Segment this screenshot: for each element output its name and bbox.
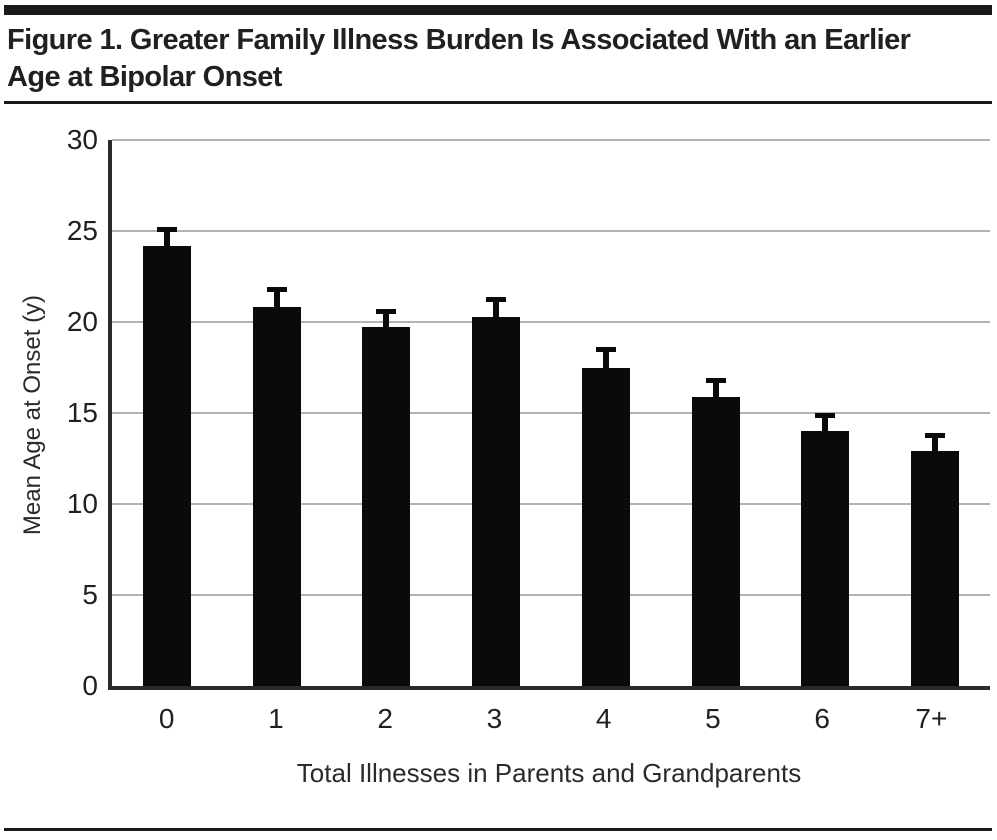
bar-7+ (911, 451, 960, 686)
bar-4 (581, 367, 630, 686)
error-bar-cap-4 (595, 347, 616, 353)
error-bar-cap-5 (705, 378, 726, 384)
error-bar-stem-0 (163, 227, 170, 248)
gridline-y-25 (112, 230, 990, 232)
bar-6 (801, 431, 850, 686)
bar-5 (691, 396, 740, 686)
bar-slot-3 (441, 140, 551, 686)
error-bar-cap-1 (266, 287, 287, 293)
x-tick-label-5: 5 (705, 703, 721, 734)
x-axis-tick-labels: 0 1 2 3 4 5 6 7+ (112, 703, 986, 735)
x-tick-label-4: 4 (595, 703, 612, 734)
bar-slot-7+ (880, 140, 990, 686)
figure-title: Figure 1. Greater Family Illness Burden … (7, 24, 911, 93)
top-rule (4, 5, 992, 15)
error-bar-cap-0 (156, 227, 177, 233)
gridline-y-10 (112, 503, 990, 505)
error-bar-cap-2 (376, 309, 397, 315)
x-tick-label-2: 2 (377, 703, 393, 734)
gridline-y-30 (112, 139, 990, 141)
bottom-rule (4, 828, 992, 831)
error-bar-stem-1 (273, 287, 280, 310)
bar-1 (252, 307, 301, 686)
error-bar-stem-5 (712, 378, 719, 399)
x-tick-label-1: 1 (268, 703, 284, 734)
gridline-y-15 (112, 412, 990, 414)
error-bar-cap-6 (815, 413, 836, 418)
error-bar-stem-2 (383, 309, 390, 330)
error-bar-stem-7+ (932, 433, 939, 454)
x-tick-label-7+: 7+ (915, 703, 948, 734)
bar-3 (472, 316, 521, 686)
bar-slot-0 (112, 140, 222, 686)
y-tick-label: 30 (66, 124, 98, 155)
x-axis-label: Total Illnesses in Parents and Grandpare… (296, 758, 802, 788)
title-divider-rule (4, 101, 992, 104)
bar-2 (362, 327, 411, 686)
bar-slot-1 (222, 140, 332, 686)
y-tick-label: 15 (66, 397, 98, 428)
bar-slot-6 (771, 140, 881, 686)
error-bar-cap-7+ (925, 433, 946, 439)
y-tick-label: 5 (82, 579, 98, 610)
bar-slot-4 (551, 140, 661, 686)
error-bar-stem-4 (602, 347, 609, 370)
x-tick-label-3: 3 (486, 703, 503, 734)
y-tick-label: 25 (66, 215, 98, 246)
plot-area (108, 139, 990, 690)
y-tick-label: 10 (66, 488, 98, 519)
y-tick-label: 20 (66, 306, 98, 337)
bar-slot-5 (661, 140, 771, 686)
x-tick-label-6: 6 (814, 703, 830, 734)
y-tick-label: 0 (82, 670, 98, 701)
error-bar-stem-6 (822, 413, 829, 434)
gridline-y-20 (112, 321, 990, 323)
gridline-y-5 (112, 594, 990, 596)
bar-slot-2 (332, 140, 442, 686)
error-bar-stem-3 (493, 296, 500, 319)
x-tick-label-0: 0 (158, 703, 175, 734)
bar-0 (142, 245, 191, 686)
error-bar-cap-3 (486, 296, 507, 302)
